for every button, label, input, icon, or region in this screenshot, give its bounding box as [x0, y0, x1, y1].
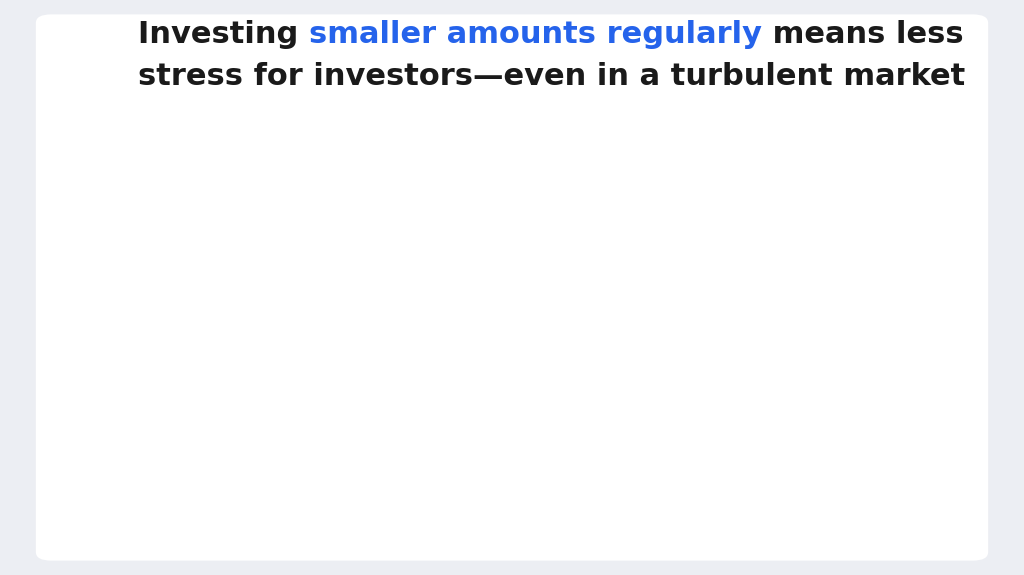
Bar	[332, 270, 417, 500]
Text: $: $	[540, 351, 551, 366]
Circle shape	[525, 351, 565, 366]
Text: $: $	[882, 351, 893, 366]
Circle shape	[696, 401, 736, 416]
Text: Higher price =
fewer shares purchased: Higher price = fewer shares purchased	[592, 286, 753, 317]
Bar	[503, 270, 588, 500]
FancyBboxPatch shape	[36, 14, 988, 561]
Circle shape	[354, 424, 394, 439]
Bar	[161, 270, 246, 500]
Y-axis label: PRICE: PRICE	[125, 363, 139, 408]
Text: $: $	[369, 424, 380, 439]
Text: means less: means less	[762, 20, 964, 49]
Text: $: $	[198, 437, 209, 452]
Text: $: $	[711, 401, 722, 416]
Text: stress for investors—even in a turbulent market: stress for investors—even in a turbulent…	[138, 62, 966, 90]
Text: Lower price =
more shares purchased: Lower price = more shares purchased	[780, 423, 937, 454]
Bar	[674, 270, 759, 500]
Text: Whether the price
is high or low, you
regularly contribute
the same amount: Whether the price is high or low, you re…	[248, 277, 381, 346]
Circle shape	[867, 351, 907, 366]
Bar	[845, 270, 930, 500]
Text: smaller amounts regularly: smaller amounts regularly	[309, 20, 762, 49]
Circle shape	[183, 437, 223, 452]
Text: Investing: Investing	[138, 20, 309, 49]
